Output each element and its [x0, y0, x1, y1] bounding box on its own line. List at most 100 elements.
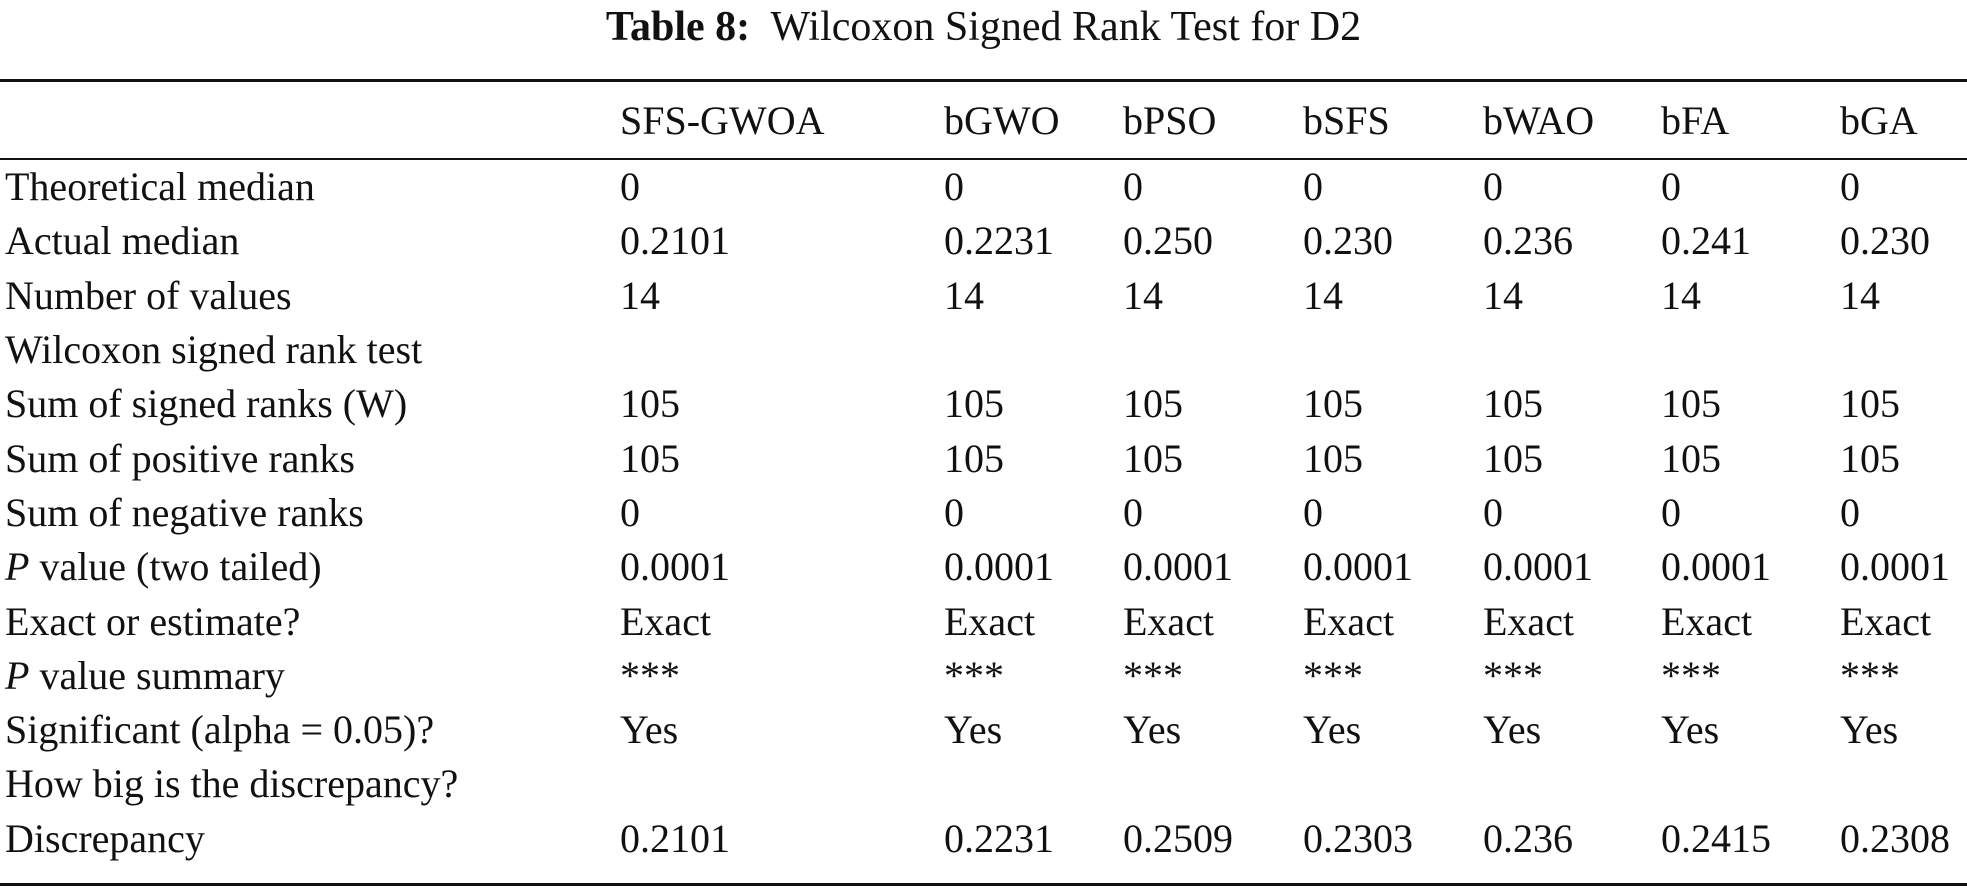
table-cell: 0.0001 — [944, 544, 1054, 590]
table-cell: 14 — [620, 272, 660, 318]
table-cell — [1483, 757, 1661, 811]
table-cell: 0.2231 — [944, 815, 1054, 861]
table-cell: Exact — [1483, 598, 1575, 644]
table-row: P value (two tailed) 0.0001 0.0001 0.0001 0.… — [0, 540, 1967, 594]
table-cell: 0.0001 — [1661, 544, 1771, 590]
table-cell: *** — [944, 652, 1004, 698]
top-rule — [0, 79, 1967, 82]
table-cell: 0 — [1123, 164, 1143, 210]
column-header: bPSO — [1123, 97, 1217, 143]
table-row: Number of values 14 14 14 14 14 14 14 — [0, 269, 1967, 323]
table-cell: *** — [620, 652, 680, 698]
table-cell: Yes — [620, 707, 679, 753]
row-label: P value summary — [0, 649, 620, 703]
row-label-text: Exact or estimate? — [5, 598, 301, 644]
table-row: Actual median 0.2101 0.2231 0.250 0.230 0.236… — [0, 214, 1967, 268]
table-cell: 105 — [1661, 435, 1721, 481]
table-cell: 0.2101 — [620, 218, 730, 264]
row-label: Exact or estimate? — [0, 594, 620, 648]
table-cell: 14 — [1840, 272, 1880, 318]
table-cell — [944, 757, 1123, 811]
table-cell: Yes — [1840, 707, 1899, 753]
table-cell: Yes — [1303, 707, 1362, 753]
table-cell: *** — [1483, 652, 1543, 698]
row-label-text: Sum of positive ranks — [5, 435, 355, 481]
column-header: bFA — [1661, 97, 1730, 143]
table-cell: Exact — [620, 598, 712, 644]
table-cell: 105 — [620, 435, 680, 481]
column-header: bWAO — [1483, 97, 1595, 143]
table-cell — [1483, 323, 1661, 377]
table-cell: 14 — [1483, 272, 1523, 318]
table-row: Theoretical median 0 0 0 0 0 0 0 — [0, 160, 1967, 214]
table-cell: 0 — [1840, 164, 1860, 210]
table-cell — [1661, 323, 1840, 377]
table-cell: 0.0001 — [620, 544, 730, 590]
table-cell: 105 — [620, 381, 680, 427]
table-cell: 105 — [1840, 435, 1900, 481]
table-row: Sum of negative ranks 0 0 0 0 0 0 0 — [0, 486, 1967, 540]
results-table: SFS-GWOA bGWO bPSO bSFS bWAO bFA bGA The… — [0, 82, 1967, 866]
row-label-text: Actual median — [5, 218, 240, 264]
table-cell: 0.0001 — [1123, 544, 1233, 590]
table-cell: 0.230 — [1303, 218, 1393, 264]
row-label-text: value (two tailed) — [29, 544, 322, 590]
table-cell: *** — [1123, 652, 1183, 698]
table-cell — [620, 323, 944, 377]
table-cell: 0.2303 — [1303, 815, 1413, 861]
table-cell: 105 — [1483, 381, 1543, 427]
table-cell: 0 — [1483, 164, 1503, 210]
table-cell — [1840, 757, 1967, 811]
bottom-rule — [0, 883, 1967, 886]
table-cell: 0.241 — [1661, 218, 1751, 264]
table-cell: 0.230 — [1840, 218, 1930, 264]
table-cell — [1303, 323, 1483, 377]
table-row: P value summary *** *** *** *** *** *** *** — [0, 649, 1967, 703]
table-cell: 105 — [1303, 435, 1363, 481]
table-cell: 0 — [1840, 489, 1860, 535]
table-row: Significant (alpha = 0.05)? Yes Yes Yes Yes Y… — [0, 703, 1967, 757]
row-label-text: Sum of signed ranks (W) — [5, 381, 408, 427]
row-label: Discrepancy — [0, 812, 620, 866]
table-cell: 0.2415 — [1661, 815, 1771, 861]
row-label-text: Significant (alpha = 0.05)? — [5, 707, 435, 753]
row-label: Wilcoxon signed rank test — [0, 323, 620, 377]
row-label-text: value summary — [29, 652, 285, 698]
table-cell — [620, 757, 944, 811]
row-label-italic: P — [5, 544, 30, 590]
table-cell: Yes — [1483, 707, 1542, 753]
header-row: SFS-GWOA bGWO bPSO bSFS bWAO bFA bGA — [0, 82, 1967, 158]
table-cell — [1123, 323, 1303, 377]
table-cell: 0.2101 — [620, 815, 730, 861]
table-cell: Exact — [1123, 598, 1215, 644]
table-cell: 0.0001 — [1483, 544, 1593, 590]
table-cell: Yes — [1123, 707, 1182, 753]
row-label-text: Sum of negative ranks — [5, 489, 364, 535]
table-cell: 105 — [1123, 435, 1183, 481]
table-cell: *** — [1840, 652, 1900, 698]
row-label-text: Theoretical median — [5, 164, 315, 210]
table-cell: 0 — [620, 489, 640, 535]
table-cell — [1123, 757, 1303, 811]
table-cell: 0 — [1123, 489, 1143, 535]
table-row: Sum of signed ranks (W) 105 105 105 105 105 10… — [0, 377, 1967, 431]
row-label: Sum of positive ranks — [0, 431, 620, 485]
table-cell: 105 — [1840, 381, 1900, 427]
row-label: P value (two tailed) — [0, 540, 620, 594]
column-header: bGWO — [944, 97, 1060, 143]
column-header: bGA — [1840, 97, 1918, 143]
table-cell: 14 — [1303, 272, 1343, 318]
table-cell: 0 — [1483, 489, 1503, 535]
table-cell: 105 — [1661, 381, 1721, 427]
table-cell: 0.250 — [1123, 218, 1213, 264]
row-label-text: Number of values — [5, 272, 292, 318]
table-cell: Yes — [1661, 707, 1720, 753]
table-cell: Exact — [1840, 598, 1932, 644]
row-label: How big is the discrepancy? — [0, 757, 620, 811]
row-label: Theoretical median — [0, 160, 620, 214]
table-caption: Table 8: Wilcoxon Signed Rank Test for D… — [0, 0, 1967, 54]
row-label: Number of values — [0, 269, 620, 323]
table-cell: *** — [1303, 652, 1363, 698]
row-label-text: How big is the discrepancy? — [5, 761, 459, 807]
